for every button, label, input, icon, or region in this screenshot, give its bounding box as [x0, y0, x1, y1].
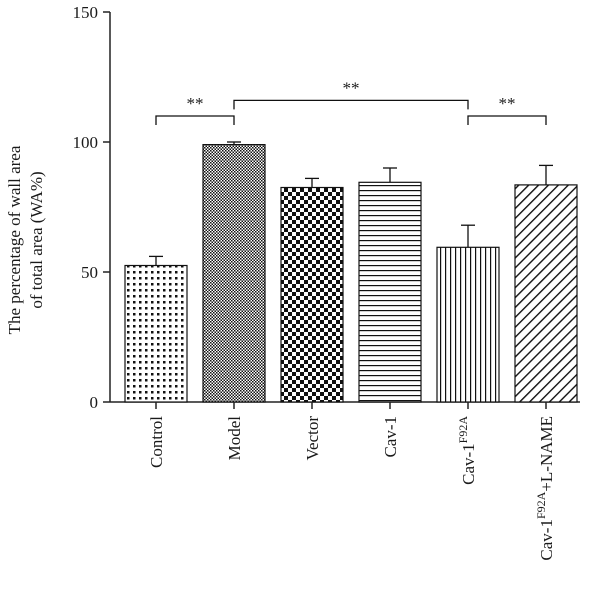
x-tick-label: Control — [147, 416, 166, 468]
significance-label: ** — [499, 94, 516, 113]
significance-label: ** — [343, 78, 360, 97]
bar — [124, 264, 188, 403]
bar — [514, 184, 578, 403]
bar — [436, 246, 500, 403]
x-tick-label: Cav-1 — [381, 416, 400, 458]
y-tick-label: 150 — [73, 3, 99, 22]
x-tick-label: Cav-1F92A — [456, 416, 478, 485]
y-tick-label: 100 — [73, 133, 99, 152]
y-tick-label: 50 — [81, 263, 98, 282]
significance-bracket — [155, 115, 235, 125]
bar — [358, 181, 422, 403]
y-axis-title-line-1: The percentage of wall area — [5, 145, 24, 334]
significance-bracket — [233, 99, 469, 110]
bar — [280, 186, 344, 403]
y-axis-title-line-2: of total area (WA%) — [27, 171, 46, 308]
plot-area: 0 50 100 150 Control Model Vector Cav-1 Cav-1F92… — [73, 3, 580, 561]
x-tick-label: Model — [225, 416, 244, 461]
significance-label: ** — [187, 94, 204, 113]
bar — [202, 144, 266, 403]
y-axis-title: The percentage of wall area of total are… — [5, 145, 46, 334]
significance-bracket — [467, 115, 547, 125]
y-tick-label: 0 — [90, 393, 99, 412]
x-tick-label: Vector — [303, 416, 322, 461]
x-tick-label: Cav-1F92A+L-NAME — [534, 416, 556, 561]
